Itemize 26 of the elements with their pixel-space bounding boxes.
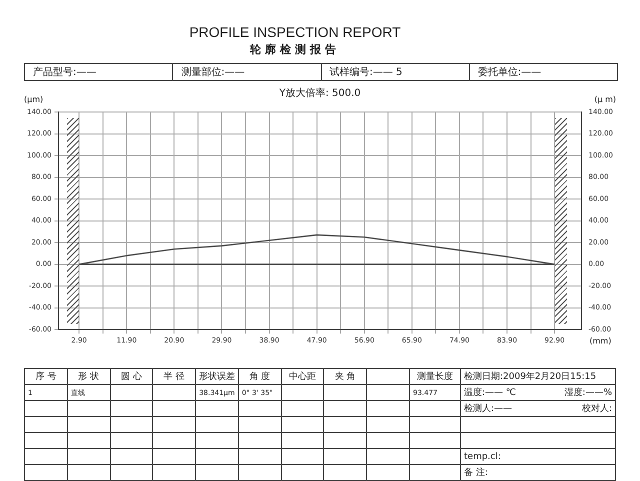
chart-subtitle: 轮廓检测报告 [248, 42, 341, 57]
text: 圆 心 [110, 368, 153, 384]
text: 测量部位:—— [172, 64, 320, 80]
text: 检测人:—— [464, 402, 512, 415]
text: 中心距 [281, 368, 324, 384]
text: 温度:—— ℃ [464, 386, 516, 399]
text: 校对人: [582, 402, 612, 415]
text: Y放大倍率: 500.0 [279, 88, 361, 99]
text: 测量长度 [410, 368, 460, 384]
x-axis-title: (mm) [590, 336, 612, 346]
text: 备 注: [464, 466, 488, 479]
y-axis-title: (μm) [24, 95, 44, 104]
text: 序 号 [24, 368, 68, 384]
text: 夹 角 [324, 368, 367, 384]
text: 委托单位:—— [468, 64, 617, 80]
text: 湿度:——% [564, 386, 612, 399]
text: 半 径 [152, 368, 196, 384]
text: 形 状 [67, 368, 110, 384]
text: temp.cl: [464, 452, 501, 462]
y2-axis-title: (μ m) [594, 95, 616, 104]
text: 试样编号:—— 5 [320, 64, 469, 80]
text: 检测日期:2009年2月20日15:15 [464, 370, 596, 383]
text: 产品型号:—— [32, 66, 98, 80]
chart-title: PROFILE INSPECTION REPORT [188, 24, 402, 40]
text: 角 度 [238, 368, 282, 384]
text: 形状误差 [196, 368, 238, 384]
